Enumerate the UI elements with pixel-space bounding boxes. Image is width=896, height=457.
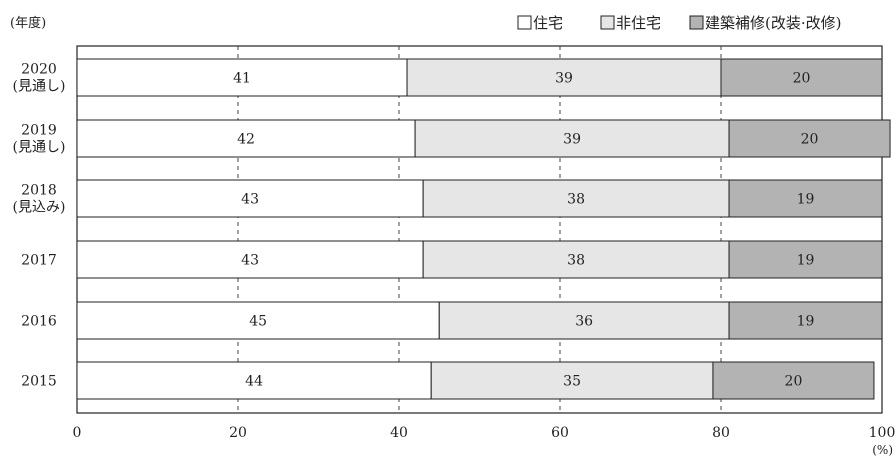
plot-frame xyxy=(76,45,883,414)
bar-segment xyxy=(712,361,875,400)
bar-segment xyxy=(76,119,416,158)
data-label: 20 xyxy=(801,132,819,148)
data-label: 20 xyxy=(793,71,811,87)
x-tick-label: 40 xyxy=(390,425,408,441)
bar-segment xyxy=(422,179,730,218)
data-label: 43 xyxy=(241,192,259,208)
bar-segment xyxy=(430,361,714,400)
data-label: 19 xyxy=(797,192,815,208)
data-label: 42 xyxy=(237,132,255,148)
unit-label: (%) xyxy=(872,443,893,457)
bar-segment xyxy=(720,58,883,97)
data-label: 38 xyxy=(567,192,585,208)
legend-swatch xyxy=(689,15,704,30)
data-label: 43 xyxy=(241,253,259,269)
bar-segment xyxy=(414,119,730,158)
category-label: 2015 xyxy=(21,374,57,390)
x-tick-label: 60 xyxy=(551,425,569,441)
category-label: 2020 (見通し) xyxy=(13,62,66,95)
legend-label: 住宅 xyxy=(533,14,563,32)
bar-segment xyxy=(728,119,891,158)
bar-segment xyxy=(422,240,730,279)
bar-segment xyxy=(406,58,722,97)
year-axis-label: (年度) xyxy=(10,15,46,31)
legend-swatch xyxy=(600,15,615,30)
category-label: 2016 xyxy=(21,314,57,330)
x-tick-label: 80 xyxy=(712,425,730,441)
data-label: 41 xyxy=(233,71,251,87)
bar-segment xyxy=(76,301,440,340)
bar-segment xyxy=(728,179,883,218)
data-label: 38 xyxy=(567,253,585,269)
category-label: 2019 (見通し) xyxy=(13,123,66,156)
legend-label: 建築補修(改装·改修) xyxy=(705,14,841,32)
legend-swatch xyxy=(517,15,532,30)
data-label: 45 xyxy=(249,314,267,330)
bar-segment xyxy=(728,301,883,340)
data-label: 36 xyxy=(575,314,593,330)
data-label: 20 xyxy=(785,374,803,390)
bar-segment xyxy=(76,58,408,97)
bar-segment xyxy=(76,240,424,279)
category-label: 2018 (見込み) xyxy=(13,183,66,216)
legend-label: 非住宅 xyxy=(616,14,661,32)
bars xyxy=(76,58,891,400)
data-label: 19 xyxy=(797,253,815,269)
grid-lines xyxy=(237,46,722,413)
bar-segment xyxy=(728,240,883,279)
x-tick-label: 0 xyxy=(73,425,82,441)
labels: 41 39 20 2020 (見通し) 42 39 20 2019 (見通し) 43 38 19 2018… xyxy=(13,62,896,442)
x-tick-label: 100 xyxy=(869,425,896,441)
legend: 住宅 非住宅 建築補修(改装·改修) xyxy=(517,14,841,32)
x-tick-label: 20 xyxy=(229,425,247,441)
data-label: 39 xyxy=(563,132,581,148)
data-label: 44 xyxy=(245,374,263,390)
bar-segment xyxy=(438,301,730,340)
bar-segment xyxy=(76,361,432,400)
data-label: 39 xyxy=(555,71,573,87)
bar-segment xyxy=(76,179,424,218)
category-label: 2017 xyxy=(21,253,57,269)
data-label: 35 xyxy=(563,374,581,390)
data-label: 19 xyxy=(797,314,815,330)
plot-area xyxy=(76,45,883,414)
